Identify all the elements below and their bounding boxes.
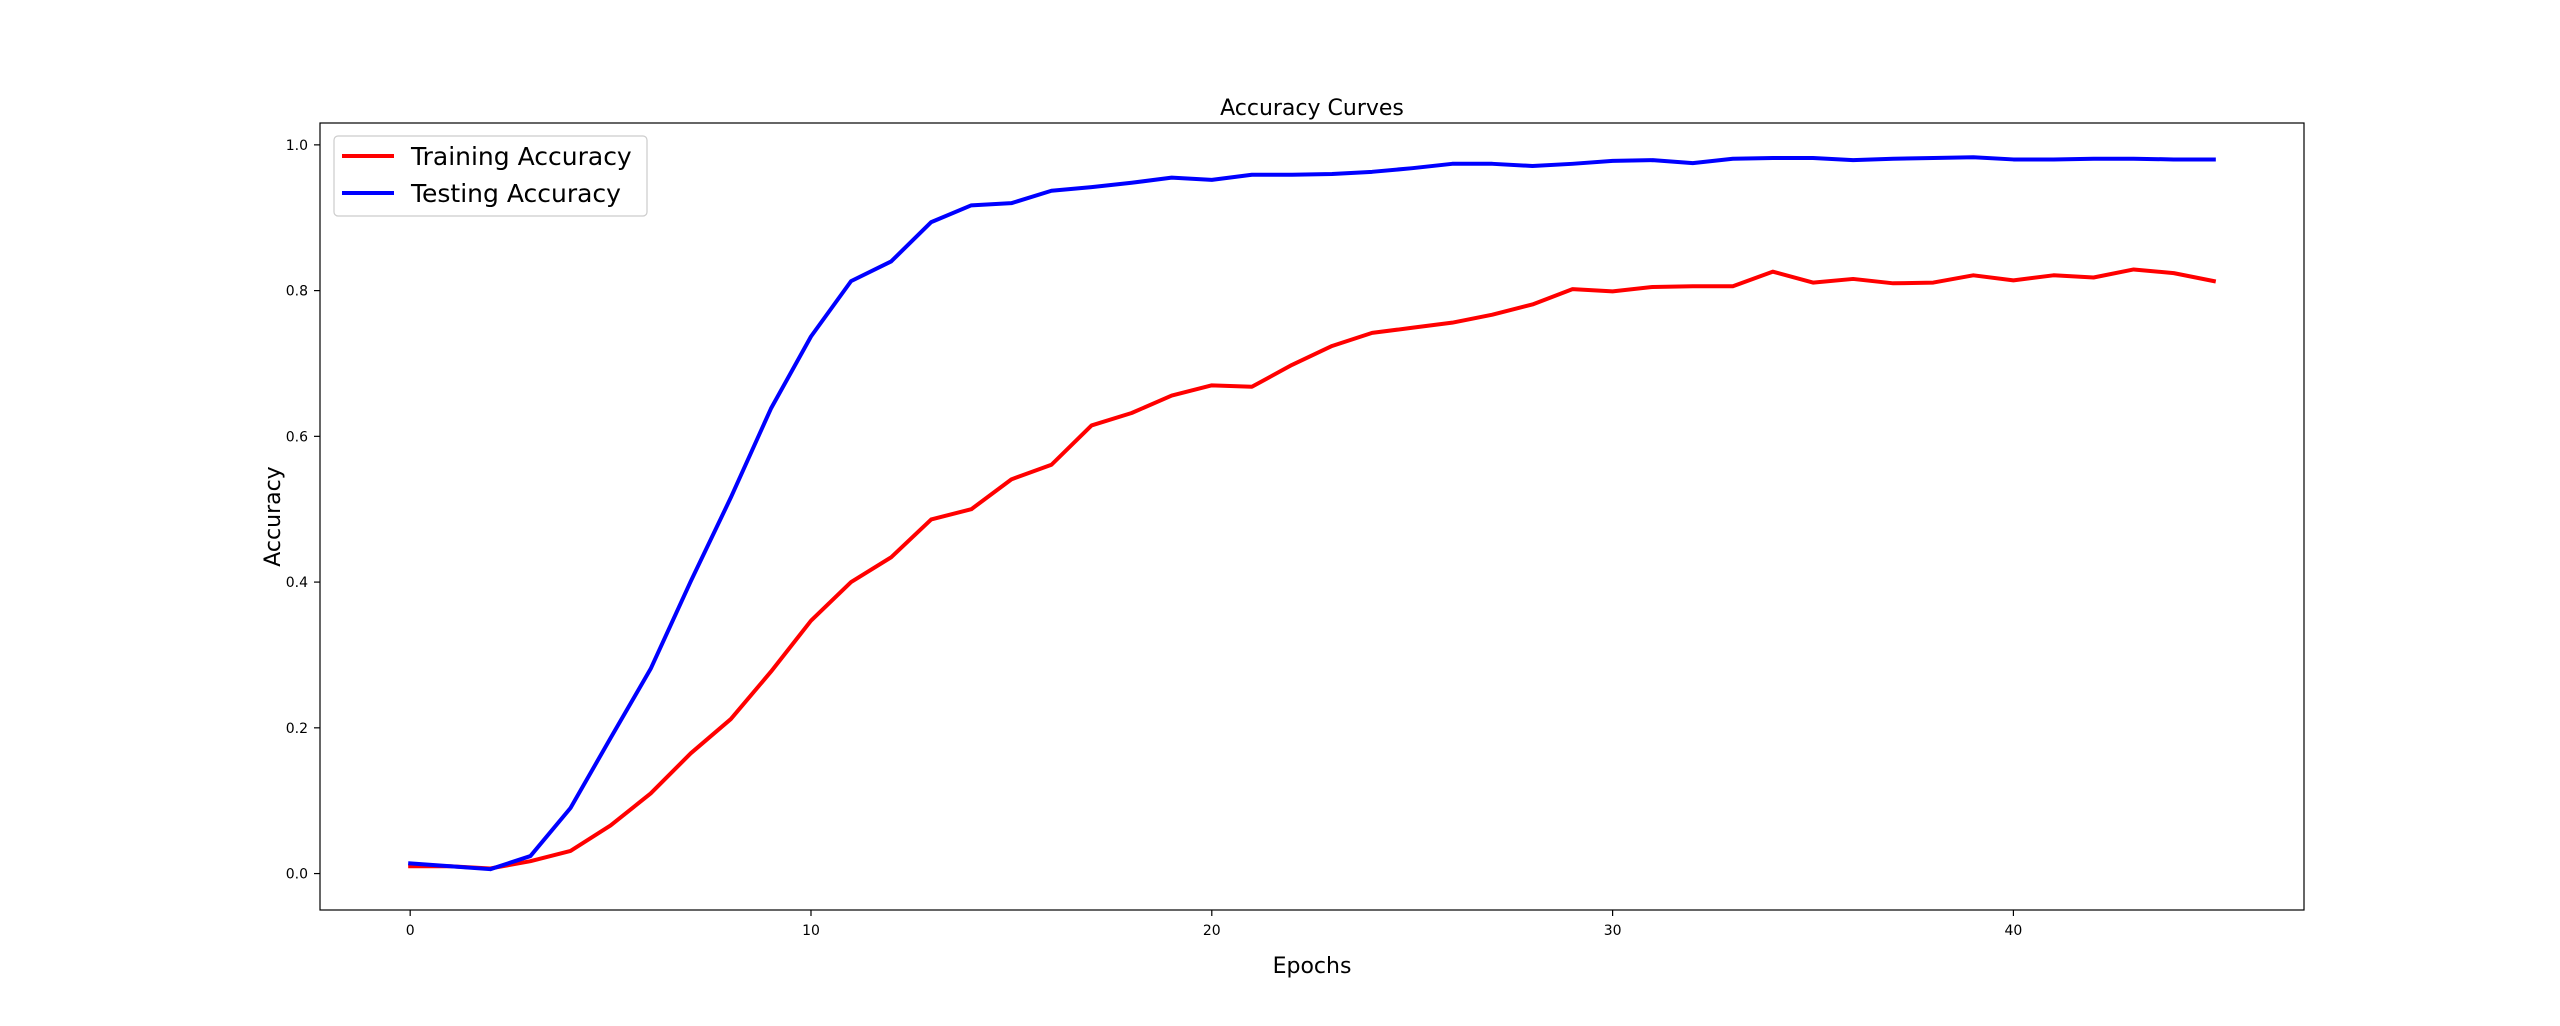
chart-title: Accuracy Curves (1220, 96, 1404, 121)
y-tick-label: 0.6 (286, 429, 308, 445)
plot-frame (319, 122, 2305, 911)
legend: Training Accuracy Testing Accuracy (333, 135, 648, 217)
y-tick-label: 0.8 (286, 284, 308, 300)
x-tick-label: 20 (1203, 923, 1221, 939)
x-tick-label: 0 (406, 923, 415, 939)
x-axis-label: Epochs (1273, 954, 1352, 979)
series-line-testing-accuracy (408, 155, 2216, 872)
y-axis-label: Accuracy (261, 466, 286, 566)
series-line-training-accuracy (408, 267, 2217, 871)
x-tick-label: 10 (802, 923, 820, 939)
plot-area: 0 10 20 30 40 0.0 0.2 0.4 0.6 0.8 1.0 (286, 122, 2305, 939)
y-tick-label: 0.4 (286, 575, 308, 591)
x-tick-label: 30 (1604, 923, 1622, 939)
legend-box (333, 135, 648, 217)
legend-label-training-accuracy: Training Accuracy (410, 142, 632, 171)
y-tick-label: 1.0 (286, 138, 308, 154)
legend-label-testing-accuracy: Testing Accuracy (410, 179, 621, 208)
x-tick-label: 40 (2005, 923, 2023, 939)
y-tick-label: 0.0 (286, 867, 308, 883)
y-tick-label: 0.2 (286, 721, 308, 737)
